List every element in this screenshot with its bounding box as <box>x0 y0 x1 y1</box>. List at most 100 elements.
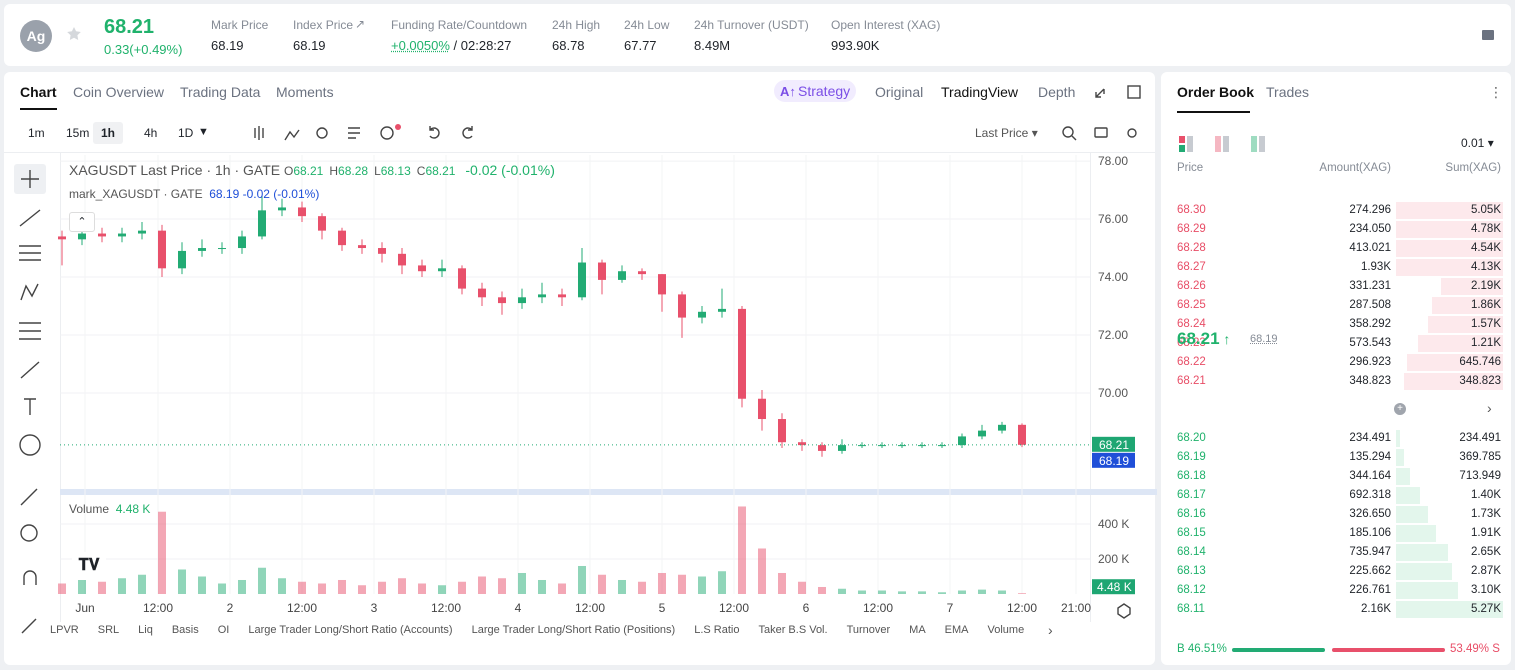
tv-logo: 𝐓𝐕 <box>72 552 106 580</box>
indicator[interactable]: L.S Ratio <box>694 624 740 636</box>
view-tab[interactable]: TradingView <box>941 84 1019 100</box>
indicator[interactable]: LPVR <box>50 624 79 636</box>
book-sum: 2.65K <box>1470 546 1501 558</box>
more-menu[interactable]: ⋮ <box>1489 84 1503 100</box>
depth-bar <box>1396 449 1404 466</box>
precision-value[interactable]: 0.01 <box>1461 136 1485 150</box>
indicator-bar: LPVR SRL Liq Basis OI Large Trader Long/Short… <box>50 624 1043 636</box>
indicator[interactable]: Liq <box>138 624 153 636</box>
book-sum: 1.57K <box>1470 318 1501 330</box>
book-amount: 348.823 <box>1349 375 1391 387</box>
favorite-star[interactable] <box>66 26 82 42</box>
stat-value: 67.77 <box>624 38 657 53</box>
chart-tab[interactable]: Chart <box>20 84 57 110</box>
ask-row[interactable]: 68.26 331.231 2.19K <box>1161 277 1511 296</box>
interval[interactable]: 15m <box>66 126 90 140</box>
countdown: / 02:28:27 <box>453 38 512 53</box>
price-source[interactable]: Last Price ▾ <box>975 126 1038 140</box>
book-sum: 369.785 <box>1459 451 1501 463</box>
price-change: 0.33(+0.49%) <box>104 42 183 57</box>
interval[interactable]: 1h <box>93 122 124 144</box>
indicator[interactable]: OI <box>217 624 230 636</box>
stat-number: 8.49M <box>694 38 731 53</box>
sell-ratio: 53.49% <box>1450 643 1490 655</box>
bid-row[interactable]: 68.12 226.761 3.10K <box>1161 581 1511 600</box>
interval-more[interactable]: ▼ <box>198 126 209 138</box>
depth-bar <box>1407 354 1503 371</box>
ask-row[interactable]: 68.21 348.823 348.823 <box>1161 372 1511 391</box>
mid-arrow[interactable]: › <box>1487 400 1492 416</box>
indicator[interactable]: Volume <box>987 624 1025 636</box>
book-sum: 5.27K <box>1470 603 1501 615</box>
indicator[interactable]: Large Trader Long/Short Ratio (Positions… <box>471 624 676 636</box>
interval[interactable]: 1m <box>28 126 45 140</box>
mark-info[interactable]: + <box>1394 403 1406 415</box>
ohlc-value: 68.13 <box>380 164 411 178</box>
bid-row[interactable]: 68.19 135.294 369.785 <box>1161 448 1511 467</box>
book-sum: 348.823 <box>1459 375 1501 387</box>
ask-row[interactable]: 68.22 296.923 645.746 <box>1161 353 1511 372</box>
bid-row[interactable]: 68.14 735.947 2.65K <box>1161 543 1511 562</box>
ohlc-value: 68.21 <box>293 164 324 178</box>
ask-row[interactable]: 68.29 234.050 4.78K <box>1161 220 1511 239</box>
ask-row[interactable]: 68.24 358.292 1.57K <box>1161 315 1511 334</box>
price-source-label[interactable]: Last Price <box>975 126 1029 140</box>
book-price: 68.21 <box>1177 375 1206 387</box>
book-sum: 5.05K <box>1470 204 1501 216</box>
indicator[interactable]: Turnover <box>846 624 891 636</box>
book-price: 68.27 <box>1177 261 1206 273</box>
bid-row[interactable]: 68.16 326.650 1.73K <box>1161 505 1511 524</box>
bid-row[interactable]: 68.20 234.491 234.491 <box>1161 429 1511 448</box>
stat-number: 68.19 <box>293 38 326 53</box>
indicator[interactable]: Large Trader Long/Short Ratio (Accounts) <box>248 624 453 636</box>
book-tab[interactable]: Trades <box>1266 84 1310 100</box>
mark-change: -0.02 (-0.01%) <box>242 187 320 201</box>
chart-tab[interactable]: Trading Data <box>180 84 261 100</box>
chart-tab[interactable]: Moments <box>276 84 334 100</box>
indicator-scroll[interactable]: › <box>1048 622 1053 638</box>
precision[interactable]: 0.01 ▾ <box>1461 136 1494 150</box>
book-price: 68.26 <box>1177 280 1206 292</box>
indicator[interactable]: Taker B.S Vol. <box>758 624 828 636</box>
buy-label: B <box>1177 643 1185 655</box>
bid-row[interactable]: 68.17 692.318 1.40K <box>1161 486 1511 505</box>
book-price: 68.18 <box>1177 470 1206 482</box>
book-sum: 3.10K <box>1470 584 1501 596</box>
indicator[interactable]: EMA <box>944 624 969 636</box>
book-tab[interactable]: Order Book <box>1177 84 1255 100</box>
view-tab[interactable]: Depth <box>1038 84 1076 100</box>
stat-number: 68.78 <box>552 38 585 53</box>
book-mode-icons[interactable] <box>1177 136 1287 152</box>
book-amount: 331.231 <box>1349 280 1391 292</box>
ask-row[interactable]: 68.27 1.93K 4.13K <box>1161 258 1511 277</box>
book-price: 68.24 <box>1177 318 1206 330</box>
ask-row[interactable]: 68.25 287.508 1.86K <box>1161 296 1511 315</box>
collapse-legend[interactable]: ⌃ <box>69 212 95 232</box>
bid-row[interactable]: 68.11 2.16K 5.27K <box>1161 600 1511 619</box>
bid-row[interactable]: 68.18 344.164 713.949 <box>1161 467 1511 486</box>
ask-row[interactable]: 68.30 274.296 5.05K <box>1161 201 1511 220</box>
chart-card <box>4 72 1155 665</box>
indicator[interactable]: MA <box>909 624 926 636</box>
chart-tab[interactable]: Coin Overview <box>73 84 165 100</box>
strategy-icon[interactable]: A↑ <box>780 84 796 99</box>
ask-row[interactable]: 68.28 413.021 4.54K <box>1161 239 1511 258</box>
book-amount: 135.294 <box>1349 451 1391 463</box>
ohlc-value: 68.21 <box>425 164 456 178</box>
interval[interactable]: 1D <box>178 126 194 140</box>
view-tab[interactable]: Original <box>875 84 924 100</box>
view-tab[interactable]: Strategy <box>774 80 857 102</box>
mid-price-wrap: 68.21 ↑ <box>1177 329 1231 348</box>
depth-bar <box>1396 506 1428 523</box>
indicator[interactable]: SRL <box>97 624 120 636</box>
interval[interactable]: 4h <box>144 126 158 140</box>
layout-icon[interactable] <box>1481 28 1495 42</box>
depth-bar <box>1396 221 1503 238</box>
indicator[interactable]: Basis <box>171 624 199 636</box>
ohlc-item: L68.13 <box>374 164 411 178</box>
bid-row[interactable]: 68.15 185.106 1.91K <box>1161 524 1511 543</box>
depth-bar <box>1428 316 1503 333</box>
bid-row[interactable]: 68.13 225.662 2.87K <box>1161 562 1511 581</box>
depth-bar <box>1396 240 1503 257</box>
ask-row[interactable]: 68.23 573.543 1.21K <box>1161 334 1511 353</box>
